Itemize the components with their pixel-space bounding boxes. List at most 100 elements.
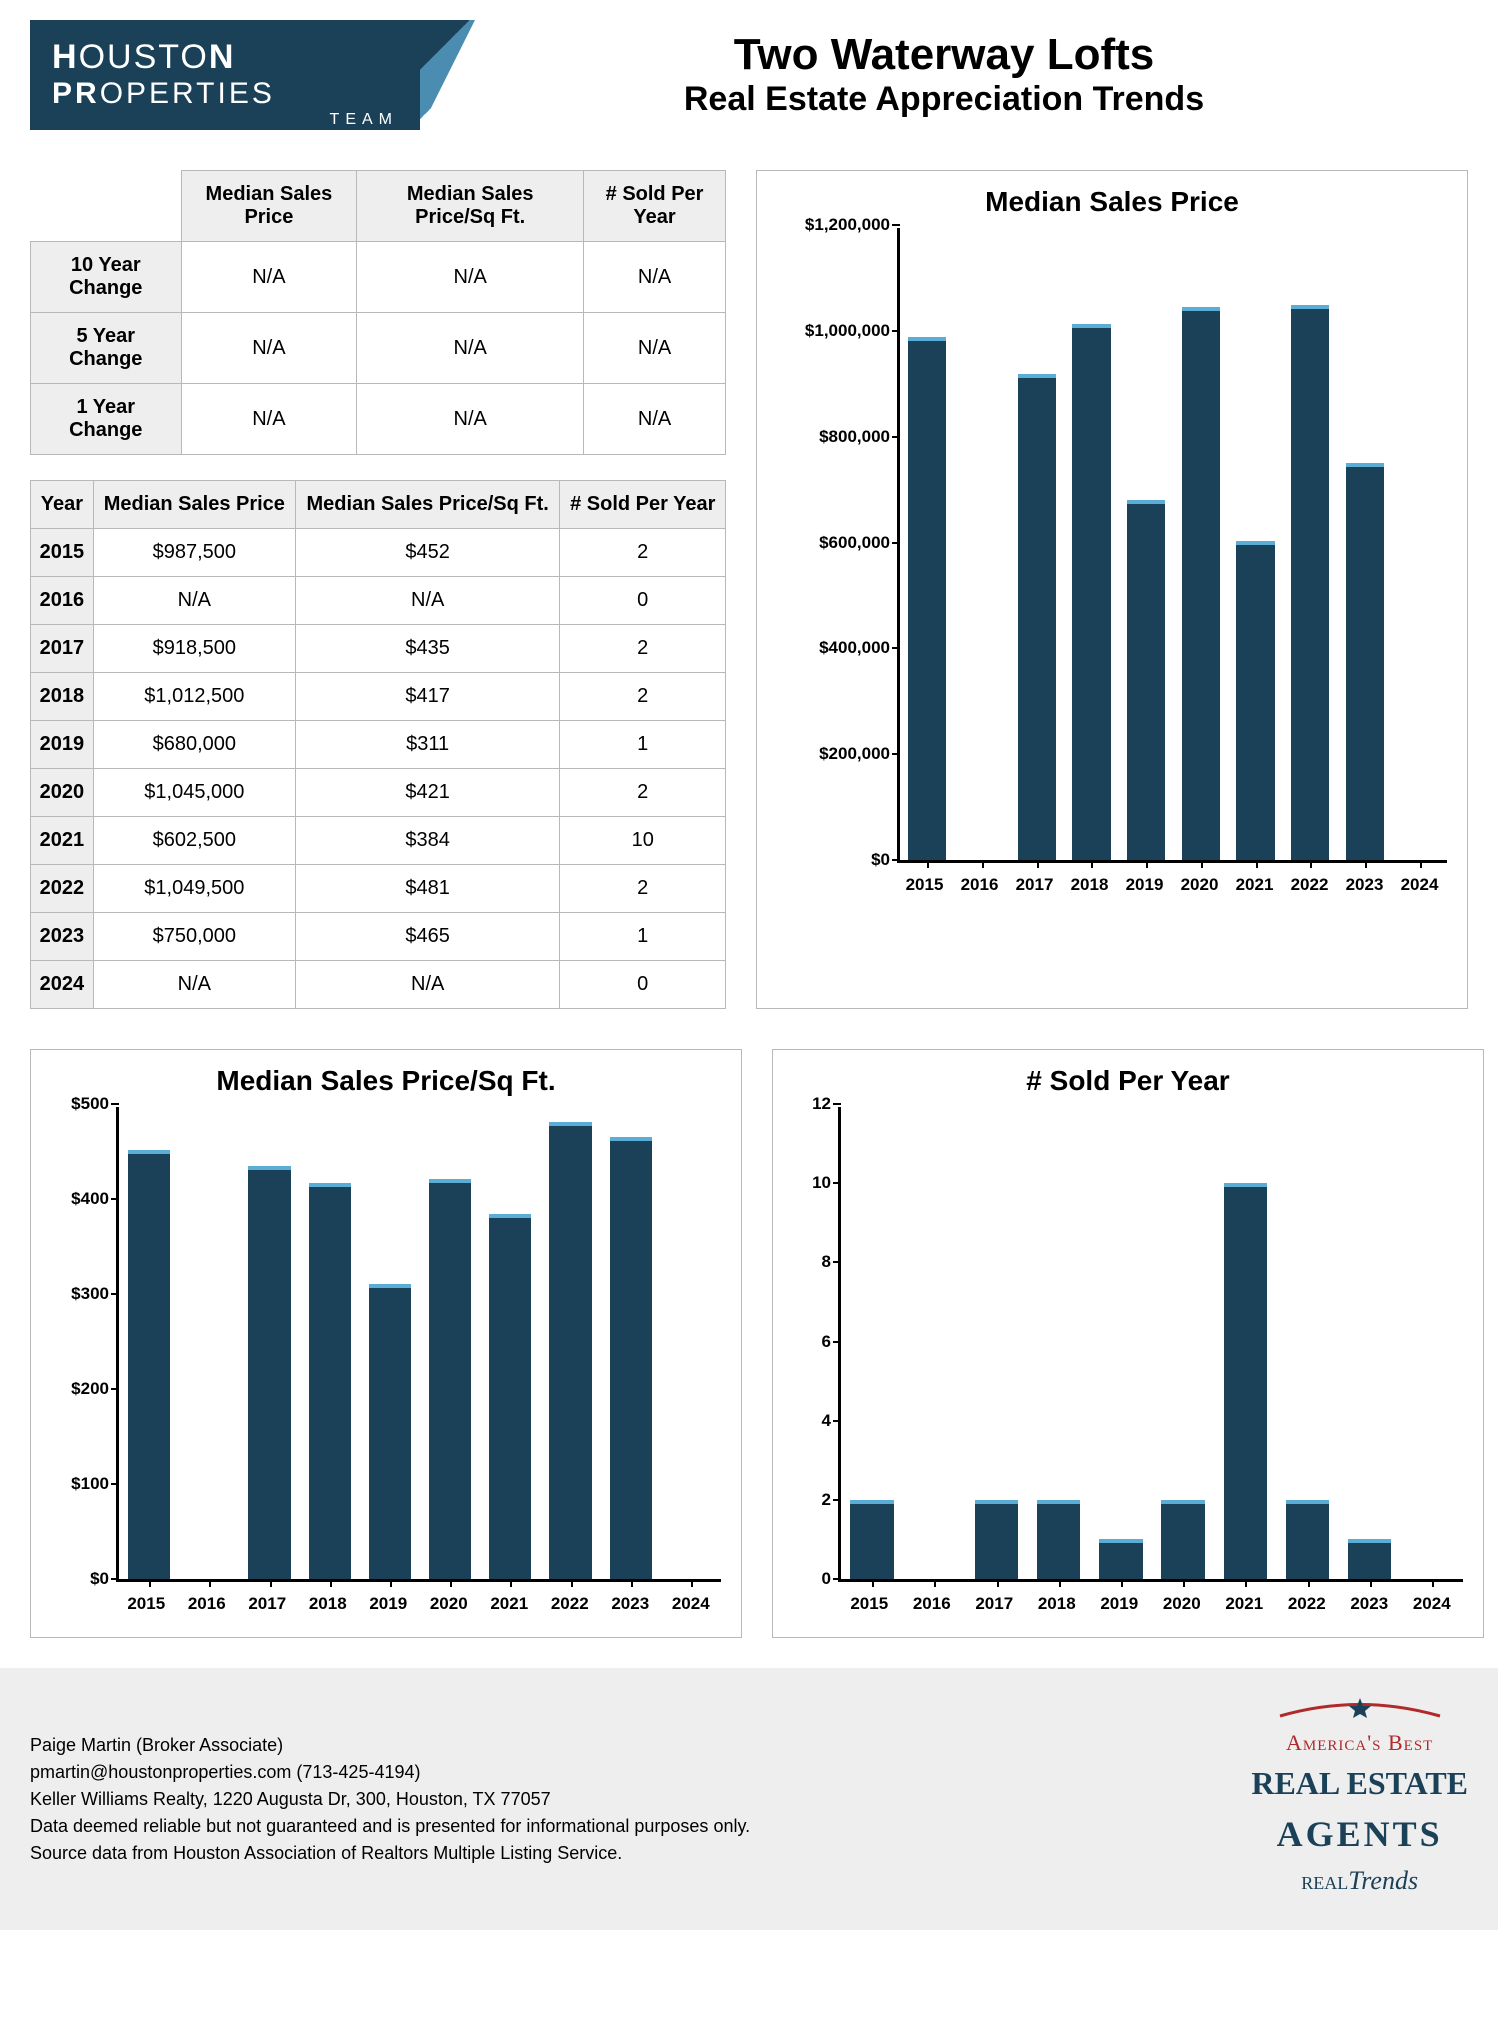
table-cell: N/A <box>357 242 584 313</box>
table-cell: $1,012,500 <box>93 673 295 721</box>
footer-badge: America's Best REAL ESTATE AGENTS REALTr… <box>1251 1698 1468 1900</box>
table-cell: N/A <box>181 384 357 455</box>
x-axis-label: 2018 <box>1026 1582 1089 1614</box>
y-axis-label: $600,000 <box>819 533 900 553</box>
row-label: 2022 <box>31 865 94 913</box>
table-cell: N/A <box>295 577 560 625</box>
footer-line: pmartin@houstonproperties.com (713-425-4… <box>30 1759 750 1786</box>
table-row: 2020$1,045,000$4212 <box>31 769 726 817</box>
chart-bar <box>1099 1539 1143 1579</box>
chart-bar <box>908 337 946 860</box>
x-axis-label: 2015 <box>897 863 952 895</box>
row-label: 2015 <box>31 529 94 577</box>
chart-bar <box>1037 1500 1081 1579</box>
x-axis-label: 2016 <box>177 1582 238 1614</box>
table-row: 2022$1,049,500$4812 <box>31 865 726 913</box>
table-cell: $1,049,500 <box>93 865 295 913</box>
x-axis-label: 2020 <box>1172 863 1227 895</box>
table-cell: 2 <box>560 673 726 721</box>
row-label: 2018 <box>31 673 94 721</box>
page-footer: Paige Martin (Broker Associate)pmartin@h… <box>0 1668 1498 1930</box>
chart-bar <box>1127 500 1165 860</box>
chart-bar <box>309 1183 351 1579</box>
table-cell: 2 <box>560 529 726 577</box>
table-row: 2017$918,500$4352 <box>31 625 726 673</box>
chart-bar <box>1346 463 1384 860</box>
x-axis-label: 2018 <box>298 1582 359 1614</box>
x-axis-label: 2020 <box>419 1582 480 1614</box>
footer-line: Source data from Houston Association of … <box>30 1840 750 1867</box>
chart-bar <box>610 1137 652 1579</box>
row-label: 2024 <box>31 961 94 1009</box>
table-cell: $987,500 <box>93 529 295 577</box>
y-axis-label: $200,000 <box>819 744 900 764</box>
chart-bar <box>128 1150 170 1579</box>
chart-bar <box>429 1179 471 1579</box>
y-axis-label: $1,200,000 <box>805 215 900 235</box>
chart-bar <box>1224 1183 1268 1579</box>
x-axis-label: 2020 <box>1151 1582 1214 1614</box>
table-cell: N/A <box>295 961 560 1009</box>
table-row: 2018$1,012,500$4172 <box>31 673 726 721</box>
chart-bar <box>1236 541 1274 860</box>
x-axis-label: 2024 <box>661 1582 722 1614</box>
table-cell: $417 <box>295 673 560 721</box>
x-axis-label: 2022 <box>1276 1582 1339 1614</box>
chart-bar <box>1072 324 1110 860</box>
row-label: 2023 <box>31 913 94 961</box>
row-label: 2021 <box>31 817 94 865</box>
x-axis-label: 2024 <box>1392 863 1447 895</box>
table-cell: N/A <box>93 961 295 1009</box>
chart-sold-per-year: # Sold Per Year0246810122015201620172018… <box>772 1049 1484 1638</box>
x-axis-label: 2023 <box>1338 1582 1401 1614</box>
x-axis-label: 2016 <box>901 1582 964 1614</box>
footer-text: Paige Martin (Broker Associate)pmartin@h… <box>30 1732 750 1867</box>
x-axis-label: 2019 <box>1117 863 1172 895</box>
table-cell: $481 <box>295 865 560 913</box>
table-row: 10 Year ChangeN/AN/AN/A <box>31 242 726 313</box>
row-label: 2016 <box>31 577 94 625</box>
table-header: Median Sales Price <box>181 171 357 242</box>
table-cell: $465 <box>295 913 560 961</box>
x-axis-label: 2024 <box>1401 1582 1464 1614</box>
table-cell: $421 <box>295 769 560 817</box>
table-cell: $311 <box>295 721 560 769</box>
footer-line: Keller Williams Realty, 1220 Augusta Dr,… <box>30 1786 750 1813</box>
table-cell: N/A <box>181 313 357 384</box>
page-header: HOUSTON PROPERTIES TEAM Two Waterway Lof… <box>0 0 1498 140</box>
table-cell: $435 <box>295 625 560 673</box>
x-axis-label: 2019 <box>1088 1582 1151 1614</box>
table-cell: N/A <box>584 313 726 384</box>
table-cell: 2 <box>560 625 726 673</box>
row-label: 5 Year Change <box>31 313 182 384</box>
y-axis-label: $400,000 <box>819 638 900 658</box>
x-axis-label: 2021 <box>1213 1582 1276 1614</box>
table-row: 2023$750,000$4651 <box>31 913 726 961</box>
x-axis-label: 2021 <box>479 1582 540 1614</box>
table-cell: 0 <box>560 961 726 1009</box>
table-cell: 10 <box>560 817 726 865</box>
x-axis-label: 2016 <box>952 863 1007 895</box>
chart-title: # Sold Per Year <box>783 1065 1473 1097</box>
table-header <box>31 171 182 242</box>
chart-bar <box>248 1166 290 1579</box>
x-axis-label: 2015 <box>116 1582 177 1614</box>
x-axis-label: 2018 <box>1062 863 1117 895</box>
table-cell: 1 <box>560 721 726 769</box>
chart-bar <box>369 1284 411 1579</box>
table-cell: N/A <box>584 384 726 455</box>
table-cell: 2 <box>560 769 726 817</box>
footer-line: Data deemed reliable but not guaranteed … <box>30 1813 750 1840</box>
table-cell: $750,000 <box>93 913 295 961</box>
y-axis-label: $1,000,000 <box>805 321 900 341</box>
row-label: 2017 <box>31 625 94 673</box>
table-row: 2016N/AN/A0 <box>31 577 726 625</box>
x-axis-label: 2017 <box>963 1582 1026 1614</box>
table-cell: $1,045,000 <box>93 769 295 817</box>
x-axis-label: 2023 <box>600 1582 661 1614</box>
chart-bar <box>549 1122 591 1579</box>
row-label: 10 Year Change <box>31 242 182 313</box>
x-axis-label: 2021 <box>1227 863 1282 895</box>
chart-title: Median Sales Price/Sq Ft. <box>41 1065 731 1097</box>
change-table: Median Sales PriceMedian Sales Price/Sq … <box>30 170 726 455</box>
